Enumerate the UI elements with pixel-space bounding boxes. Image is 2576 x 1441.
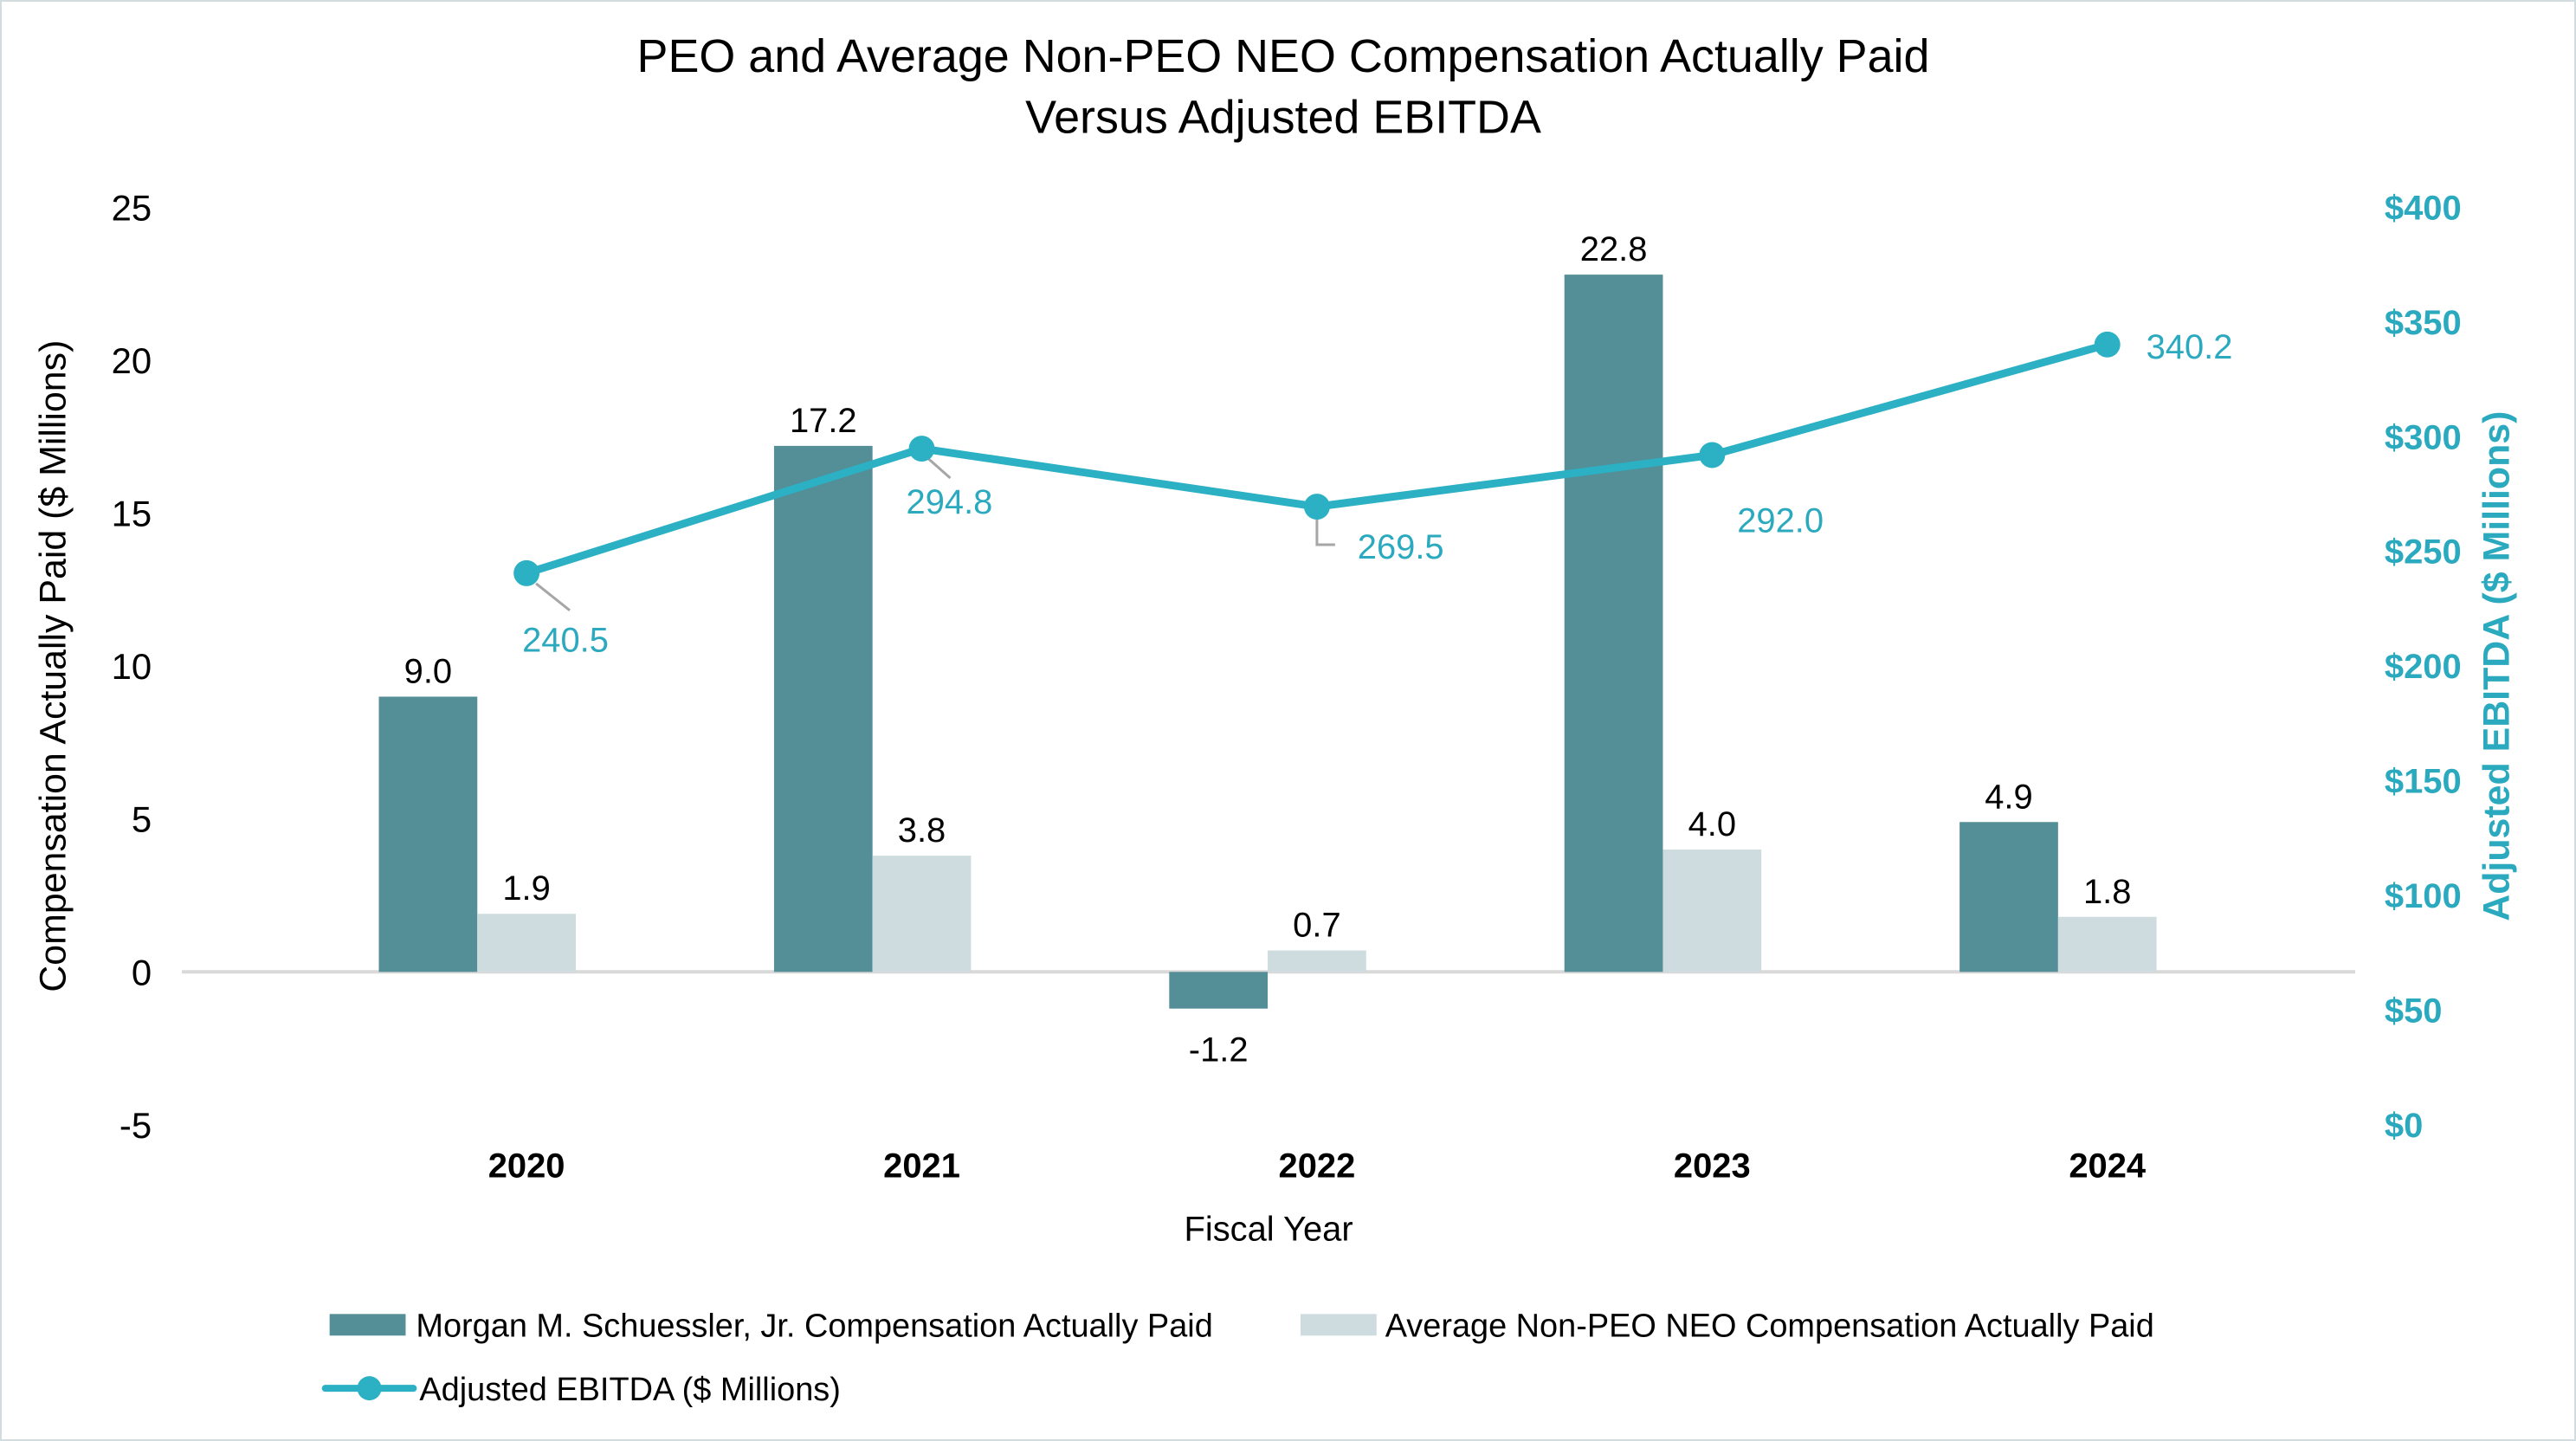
right-axis-tick-label: $50	[2385, 992, 2443, 1030]
x-axis-category-label: 2024	[2069, 1147, 2146, 1186]
neo-bar-legend-label: Average Non-PEO NEO Compensation Actuall…	[1385, 1308, 2154, 1344]
ebitda-marker-2024	[2094, 331, 2121, 358]
ebitda-label-leader-line	[927, 457, 952, 480]
x-axis-category-label: 2020	[488, 1147, 565, 1186]
peo-bar-2020	[378, 696, 478, 973]
chart-title-line2: Versus Adjusted EBITDA	[1025, 92, 1541, 144]
ebitda-line-legend-label: Adjusted EBITDA ($ Millions)	[419, 1372, 840, 1408]
neo-bar-value-label: 3.8	[898, 811, 946, 850]
peo-bar-value-label: 17.2	[790, 402, 857, 440]
neo-bar-2024	[2057, 916, 2157, 973]
ebitda-label-leader-line	[1315, 519, 1335, 546]
left-axis-tick-label: 10	[112, 646, 152, 687]
ebitda-marker-2021	[908, 436, 935, 462]
ebitda-marker-2020	[513, 559, 540, 586]
right-axis-tick-label: $400	[2385, 189, 2462, 227]
x-axis-category-label: 2021	[883, 1147, 960, 1186]
right-axis-tick-label: $100	[2385, 877, 2462, 915]
right-axis-tick-label: $300	[2385, 418, 2462, 456]
ebitda-marker-2023	[1699, 442, 1726, 468]
right-axis-tick-label: $0	[2385, 1107, 2423, 1145]
peo-bar-legend-label: Morgan M. Schuessler, Jr. Compensation A…	[416, 1308, 1212, 1344]
left-axis-tick-label: 20	[112, 340, 152, 381]
neo-bar-value-label: 1.8	[2083, 873, 2131, 911]
x-axis-title: Fiscal Year	[1184, 1211, 1353, 1249]
ebitda-value-label: 340.2	[2147, 328, 2233, 366]
peo-bar-legend-swatch	[329, 1314, 406, 1336]
left-axis-tick-label: 15	[112, 494, 152, 534]
ebitda-value-label: 292.0	[1737, 501, 1824, 540]
peo-bar-2023	[1564, 275, 1663, 973]
right-axis-tick-label: $350	[2385, 304, 2462, 342]
neo-bar-2023	[1662, 850, 1762, 973]
x-axis-category-label: 2022	[1279, 1147, 1356, 1186]
neo-bar-2021	[872, 856, 972, 973]
chart-title-line1: PEO and Average Non-PEO NEO Compensation…	[637, 30, 1930, 82]
left-axis-tick-label: 5	[132, 799, 152, 840]
neo-bar-2022	[1268, 950, 1366, 973]
neo-bar-2020	[477, 914, 576, 973]
peo-bar-2022	[1169, 972, 1269, 1009]
peo-bar-value-label: 9.0	[404, 653, 452, 691]
neo-bar-legend-swatch	[1300, 1314, 1377, 1336]
peo-bar-value-label: 22.8	[1580, 230, 1648, 268]
left-axis-tick-label: 25	[112, 187, 152, 228]
x-axis-category-label: 2023	[1674, 1147, 1751, 1186]
neo-bar-value-label: 1.9	[502, 869, 550, 908]
peo-bar-2024	[1959, 822, 2058, 973]
peo-bar-2021	[773, 445, 873, 973]
plot-area: 25 20 15 10 5 0 -5 $400 $350 $300 $250 $200 $150 $100…	[112, 187, 2462, 1185]
peo-bar-value-label: 4.9	[1985, 778, 2032, 816]
peo-bar-value-label: -1.2	[1189, 1031, 1249, 1069]
left-axis-tick-label: 0	[132, 952, 152, 992]
right-axis-title: Adjusted EBITDA ($ Millions)	[2476, 411, 2518, 921]
right-axis-tick-label: $250	[2385, 533, 2462, 572]
ebitda-value-label: 240.5	[522, 622, 609, 660]
neo-bar-value-label: 4.0	[1688, 805, 1736, 843]
ebitda-value-label: 294.8	[907, 483, 993, 521]
ebitda-value-label: 269.5	[1358, 528, 1444, 566]
left-axis-tick-label: -5	[119, 1105, 152, 1146]
legend: Morgan M. Schuessler, Jr. Compensation A…	[321, 1308, 2154, 1408]
left-axis-title: Compensation Actually Paid ($ Millions)	[32, 340, 74, 992]
ebitda-label-leader-line	[535, 582, 571, 611]
right-axis-tick-label: $200	[2385, 648, 2462, 686]
right-axis-tick-label: $150	[2385, 763, 2462, 801]
neo-bar-value-label: 0.7	[1293, 907, 1340, 945]
ebitda-marker-2022	[1303, 494, 1330, 520]
ebitda-line-legend-marker-icon	[357, 1376, 382, 1401]
